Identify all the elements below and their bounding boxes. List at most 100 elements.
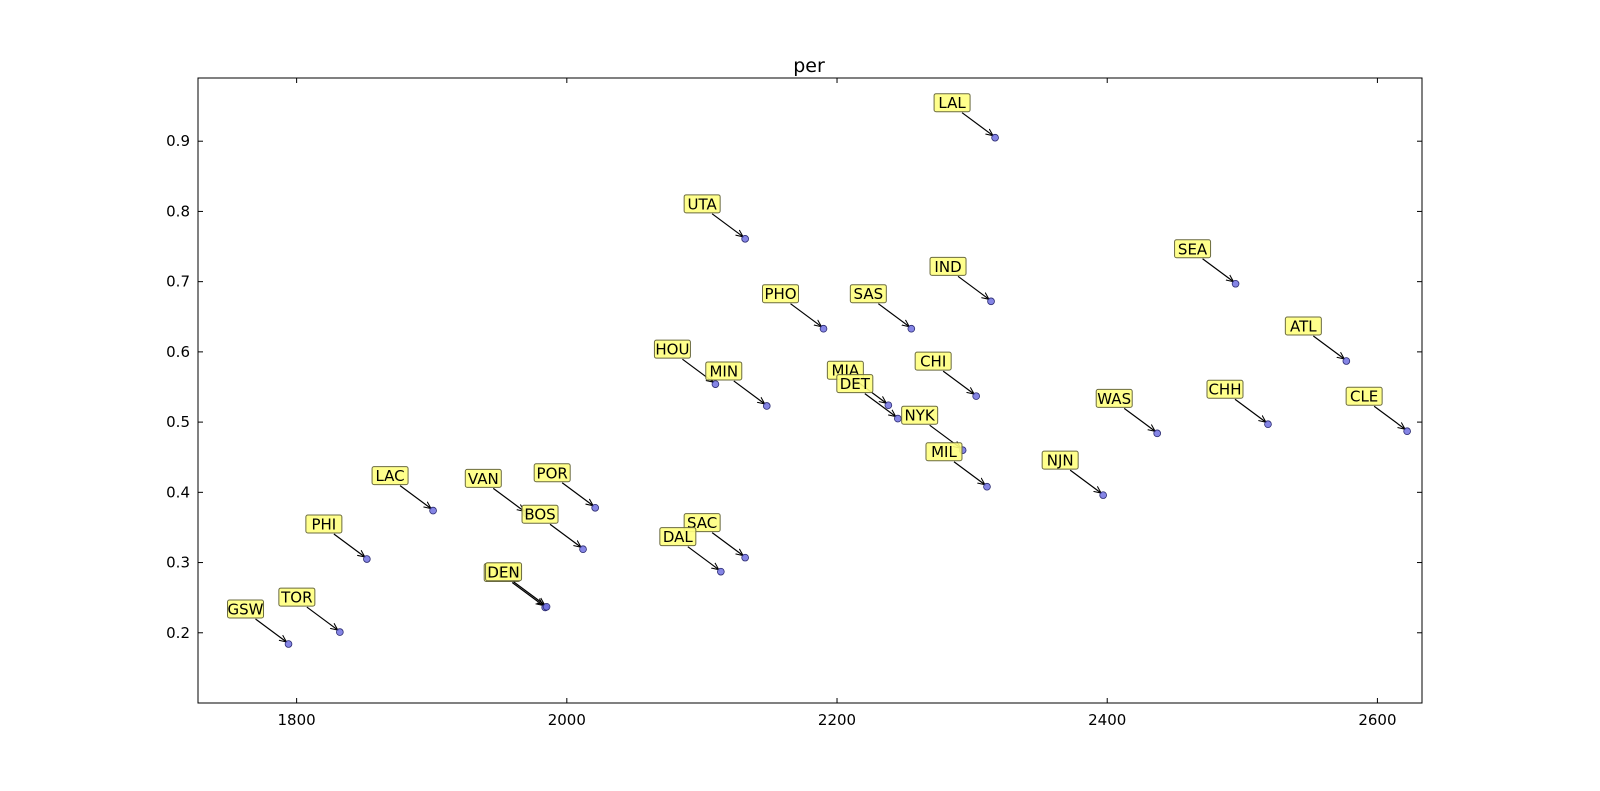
- x-tick-label: 2200: [818, 711, 856, 729]
- annotation-label: DEN: [487, 563, 519, 581]
- point-annotation: DEN: [485, 562, 551, 611]
- x-tick-label: 2000: [548, 711, 586, 729]
- data-point: [336, 628, 344, 636]
- data-point: [741, 553, 749, 562]
- annotation-label: DET: [840, 375, 871, 393]
- annotation-label: MIN: [709, 362, 738, 380]
- annotation-label-box: [933, 93, 971, 113]
- point-annotation: GSW: [227, 599, 293, 648]
- annotation-arrow: [513, 581, 545, 605]
- y-tick-label: 0.5: [166, 413, 190, 431]
- annotation-arrow: [561, 482, 593, 506]
- annotation-arrow: [306, 606, 338, 630]
- annotation-arrow: [711, 213, 743, 237]
- data-point: [762, 402, 771, 410]
- data-point: [363, 555, 371, 563]
- y-tick-label: 0.7: [166, 273, 190, 291]
- point-annotation: HOU: [653, 339, 720, 388]
- point-annotation: MIL: [925, 442, 991, 491]
- point-annotation: TOR: [278, 587, 344, 636]
- annotation-label-box: [464, 468, 502, 488]
- point-annotation: SAC: [683, 513, 749, 562]
- annotation-label-box: [836, 374, 874, 394]
- point-annotation: POR: [533, 463, 599, 512]
- annotation-label-box: [533, 463, 571, 483]
- data-point: [819, 324, 828, 333]
- point-annotation: CLE: [1345, 386, 1411, 436]
- point-annotation: MIN: [705, 361, 771, 410]
- annotation-arrow: [711, 532, 743, 556]
- annotation-label: PHI: [311, 516, 336, 534]
- annotation-label: POR: [537, 464, 568, 482]
- annotation-label-box: [1345, 386, 1383, 406]
- annotation-arrow: [1373, 405, 1405, 429]
- annotation-arrow: [864, 393, 896, 417]
- data-point: [591, 503, 599, 512]
- data-point: [542, 602, 551, 611]
- annotation-label-box: [1284, 316, 1322, 336]
- data-point: [717, 567, 725, 576]
- annotation-label-box: [1095, 388, 1133, 408]
- point-annotation: PHI: [305, 514, 371, 563]
- annotation-label: LAL: [938, 94, 966, 112]
- annotation-arrow: [961, 112, 993, 136]
- annotation-label: VAN: [468, 470, 499, 488]
- data-point: [1403, 427, 1411, 436]
- data-point: [991, 133, 999, 142]
- annotation-label-box: [925, 442, 963, 462]
- y-tick-label: 0.3: [166, 554, 190, 572]
- annotation-label: CLE: [1350, 388, 1378, 406]
- annotation-label-box: [1041, 450, 1079, 470]
- annotation-arrow: [399, 485, 431, 509]
- point-annotation: NJN: [1041, 450, 1107, 499]
- point-annotation: LAL: [933, 93, 999, 142]
- annotation-label: NYK: [905, 407, 936, 425]
- annotation-label-box: [653, 339, 691, 359]
- y-tick-label: 0.4: [166, 483, 190, 501]
- annotation-label: BOS: [524, 506, 555, 524]
- y-tick-label: 0.2: [166, 624, 190, 642]
- annotation-label: HOU: [655, 341, 689, 359]
- annotation-label: TOR: [280, 589, 312, 607]
- annotation-arrow: [549, 523, 581, 547]
- data-point: [1153, 429, 1162, 438]
- point-annotation: ATL: [1284, 316, 1351, 365]
- point-annotation: DET: [836, 374, 902, 423]
- point-annotation: SEA: [1174, 239, 1240, 288]
- annotation-arrow: [942, 370, 974, 394]
- annotation-arrow: [957, 275, 989, 299]
- data-point: [894, 414, 902, 423]
- annotation-label: SEA: [1178, 240, 1208, 258]
- annotation-arrow: [953, 461, 985, 485]
- annotation-arrow: [790, 303, 822, 327]
- annotation-label: NJN: [1047, 452, 1074, 470]
- data-point: [711, 380, 720, 388]
- data-point: [983, 482, 991, 491]
- annotation-label-box: [227, 599, 265, 619]
- annotation-label-box: [683, 194, 721, 214]
- data-point: [284, 640, 293, 648]
- data-point: [972, 392, 980, 400]
- point-annotation: CHH: [1206, 379, 1272, 429]
- annotation-arrow: [733, 380, 765, 404]
- annotation-arrow: [492, 487, 524, 511]
- annotation-label: IND: [934, 258, 961, 276]
- annotation-label: CHI: [920, 353, 946, 371]
- annotation-label-box: [278, 587, 316, 607]
- data-point: [987, 297, 995, 306]
- data-point: [1099, 491, 1107, 499]
- annotation-label: ATL: [1290, 318, 1317, 336]
- annotation-arrow: [1312, 335, 1344, 359]
- x-tick-label: 2400: [1088, 711, 1126, 729]
- data-point: [907, 324, 916, 333]
- annotation-label: UTA: [688, 195, 718, 213]
- point-annotation: IND: [929, 256, 995, 306]
- y-tick-label: 0.8: [166, 202, 190, 220]
- data-point: [429, 506, 437, 515]
- annotation-label: WAS: [1097, 390, 1131, 408]
- data-point: [1231, 279, 1240, 288]
- annotation-label: MIL: [931, 443, 957, 461]
